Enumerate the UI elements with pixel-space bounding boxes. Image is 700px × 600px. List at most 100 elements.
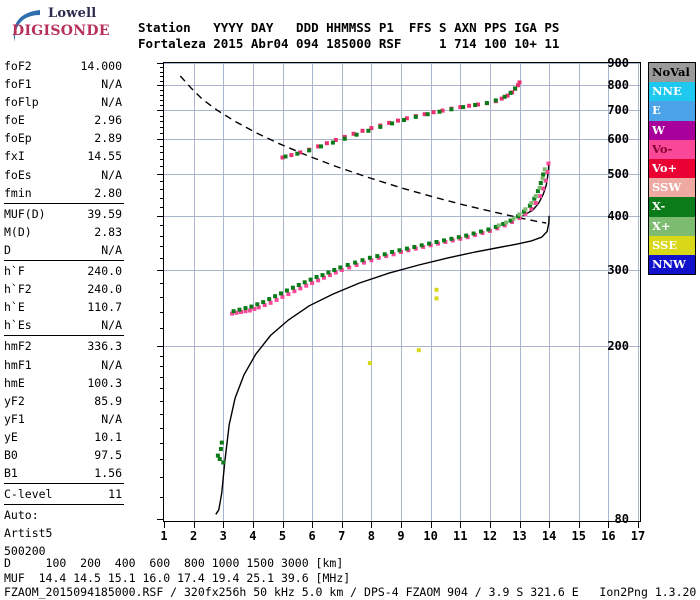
auto-program: Artist5 <box>4 526 53 541</box>
x-axis-label: 8 <box>367 529 375 543</box>
logo-lowell-text: Lowell <box>48 6 97 21</box>
data-point <box>243 309 248 314</box>
y-axis-minor-tick <box>160 225 164 227</box>
x-axis-tick <box>638 521 639 528</box>
data-point <box>517 80 522 85</box>
data-point <box>345 263 350 267</box>
x-axis-label: 9 <box>397 529 405 543</box>
data-point <box>412 245 417 249</box>
y-axis-minor-tick <box>160 67 164 69</box>
ionogram-plot[interactable]: 1 2 3 4 5 6 7 8 9 10 11 12 13 14 15 16 17 80 200 300 400 500 6… <box>157 56 645 543</box>
y-axis-minor-tick <box>160 376 164 378</box>
polarization-legend: NoVal NNE E W Vo- Vo+ SSW X- X+ SSE NNW <box>648 62 696 276</box>
legend-item-vo-[interactable]: Vo+ <box>649 158 695 179</box>
data-point <box>218 447 223 451</box>
data-point <box>215 453 220 458</box>
data-point <box>375 254 380 259</box>
x-axis-label: 15 <box>571 529 586 543</box>
x-axis-tick <box>252 521 254 528</box>
legend-item-x-[interactable]: X- <box>649 197 695 217</box>
grid-line-vertical <box>549 63 551 521</box>
data-point <box>366 128 371 133</box>
data-point <box>249 304 254 309</box>
param-key: B1 <box>4 466 18 481</box>
param-row: h`E 110.7 <box>4 298 124 316</box>
param-row: foEs N/A <box>4 166 124 184</box>
x-axis-label: 7 <box>338 529 346 543</box>
param-value: 336.3 <box>87 339 122 354</box>
data-point <box>541 172 546 177</box>
data-point <box>540 176 545 181</box>
data-point <box>527 203 532 208</box>
data-point <box>458 105 463 110</box>
data-point <box>280 155 285 160</box>
data-point <box>354 132 359 137</box>
data-point <box>308 277 313 282</box>
data-point <box>404 246 409 251</box>
legend-item-nne[interactable]: NNE <box>649 82 695 102</box>
param-key: hmF2 <box>4 339 32 354</box>
data-point <box>256 305 261 310</box>
x-axis-tick <box>489 521 491 528</box>
data-point <box>504 220 509 225</box>
data-point <box>295 151 300 156</box>
param-row: foFlp N/A <box>4 93 124 111</box>
legend-item-nnw[interactable]: NNW <box>649 254 695 275</box>
data-point <box>484 101 489 105</box>
data-point <box>284 288 289 293</box>
grid-line-horizontal <box>164 173 640 175</box>
y-axis-minor-tick <box>160 121 164 123</box>
legend-item-x-[interactable]: X+ <box>649 216 695 236</box>
legend-item-e[interactable]: E <box>649 101 695 121</box>
y-axis-minor-tick <box>160 133 164 135</box>
ionospheric-parameters-table: foF2 14.000 foF1 N/A foFlp N/A foE 2.96 foEp 2.89… <box>4 57 124 561</box>
auto-code: 500200 <box>4 544 46 559</box>
legend-item-sse[interactable]: SSE <box>649 235 695 255</box>
data-point <box>402 118 406 122</box>
param-value: N/A <box>101 95 122 110</box>
param-key: foEp <box>4 131 32 146</box>
param-row: hmF1 N/A <box>4 356 124 374</box>
x-axis-tick <box>164 521 165 528</box>
param-row: yF2 85.9 <box>4 392 124 410</box>
param-key: D <box>4 242 11 257</box>
param-row: h`F2 240.0 <box>4 280 124 298</box>
legend-item-w[interactable]: W <box>649 120 695 140</box>
crescent-arc-icon <box>13 10 40 42</box>
grid-line-vertical <box>430 63 432 521</box>
x-axis-label: 16 <box>601 529 616 543</box>
data-point <box>464 233 469 238</box>
data-point <box>505 93 510 98</box>
y-axis-minor-tick <box>160 235 164 237</box>
station-header: Station YYYY DAY DDD HHMMSS P1 FFS S AXN… <box>138 20 559 52</box>
param-divider <box>4 335 124 337</box>
data-point <box>267 297 272 302</box>
x-axis-label: 2 <box>190 529 198 543</box>
param-value: 14.55 <box>87 149 122 164</box>
y-axis-tick <box>157 110 164 112</box>
param-row: B1 1.56 <box>4 464 124 482</box>
legend-item-ssw[interactable]: SSW <box>649 178 695 198</box>
y-axis-label: 600 <box>607 132 629 147</box>
legend-item-vo-[interactable]: Vo- <box>649 139 695 159</box>
data-point <box>369 126 374 131</box>
data-point <box>239 310 243 314</box>
data-point <box>390 250 395 254</box>
data-point <box>219 440 224 445</box>
x-axis-label: 14 <box>541 529 557 543</box>
param-row: foF1 N/A <box>4 75 124 93</box>
data-point <box>290 285 295 290</box>
y-axis-minor-tick <box>160 413 164 415</box>
grid-line-vertical <box>578 63 580 521</box>
logo-digisonde-text: DIGISONDE <box>12 23 110 39</box>
data-point <box>296 283 301 287</box>
data-point <box>533 201 538 205</box>
param-value: N/A <box>101 167 122 182</box>
data-point <box>413 114 418 119</box>
param-value: 39.59 <box>87 206 122 221</box>
ionogram-traces <box>179 75 551 515</box>
legend-item-noval[interactable]: NoVal <box>649 63 695 83</box>
data-point <box>316 278 321 283</box>
data-point <box>307 148 312 153</box>
data-point <box>486 227 491 232</box>
